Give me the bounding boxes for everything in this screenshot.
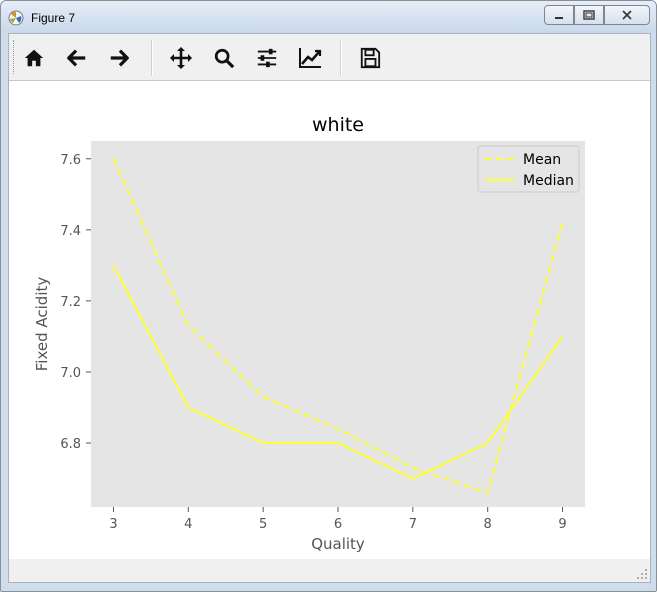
pan-button[interactable] bbox=[166, 43, 196, 73]
line-chart: white Quality Fixed Acidity 3 4 5 6 7 8 9 6.8 7.… bbox=[33, 114, 585, 553]
back-button[interactable] bbox=[62, 43, 92, 73]
x-tick-label: 7 bbox=[409, 517, 417, 532]
y-tick-label: 7.4 bbox=[60, 224, 81, 239]
toolbar-separator bbox=[151, 40, 153, 76]
home-button[interactable] bbox=[19, 43, 49, 73]
save-button[interactable] bbox=[355, 43, 385, 73]
close-icon bbox=[622, 10, 632, 20]
restore-icon bbox=[583, 10, 595, 20]
y-tick-label: 7.2 bbox=[60, 295, 81, 310]
edit-axis-button[interactable] bbox=[295, 43, 325, 73]
forward-arrow-icon bbox=[110, 49, 129, 67]
minimize-button[interactable] bbox=[544, 5, 574, 25]
x-tick-label: 4 bbox=[184, 517, 192, 532]
forward-button[interactable] bbox=[104, 43, 134, 73]
toolbar-separator bbox=[340, 40, 342, 76]
navigation-toolbar bbox=[9, 34, 650, 81]
plot-area bbox=[91, 141, 585, 507]
pan-icon bbox=[170, 47, 192, 69]
toolbar-grip[interactable] bbox=[13, 40, 17, 74]
figure-client-area: white Quality Fixed Acidity 3 4 5 6 7 8 9 6.8 7.… bbox=[8, 33, 651, 583]
chart-title: white bbox=[312, 114, 364, 136]
chart-legend: Mean Median bbox=[477, 145, 580, 193]
x-tick-label: 6 bbox=[334, 517, 342, 532]
back-arrow-icon bbox=[67, 49, 86, 67]
minimize-icon bbox=[555, 17, 563, 19]
legend-label-median: Median bbox=[523, 173, 574, 189]
x-tick-label: 8 bbox=[484, 517, 492, 532]
configure-subplots-button[interactable] bbox=[252, 43, 282, 73]
window-title: Figure 7 bbox=[31, 11, 76, 25]
y-tick-label: 6.8 bbox=[60, 437, 81, 452]
x-tick-label: 3 bbox=[109, 517, 117, 532]
title-bar[interactable]: Figure 7 bbox=[1, 1, 656, 33]
home-icon bbox=[24, 49, 44, 67]
edit-axis-icon bbox=[299, 48, 322, 68]
x-axis-label: Quality bbox=[311, 535, 365, 553]
status-bar bbox=[9, 559, 650, 582]
y-tick-label: 7.0 bbox=[60, 366, 81, 381]
zoom-button[interactable] bbox=[209, 43, 239, 73]
series-line-mean bbox=[112, 158, 564, 495]
y-tick-label: 7.6 bbox=[60, 153, 81, 168]
matplotlib-app-icon bbox=[8, 10, 24, 26]
save-icon bbox=[360, 47, 381, 69]
legend-label-mean: Mean bbox=[523, 152, 561, 168]
x-tick-label: 9 bbox=[558, 517, 566, 532]
zoom-icon bbox=[214, 48, 235, 69]
series-line-median bbox=[112, 264, 564, 480]
x-tick-label: 5 bbox=[259, 517, 267, 532]
figure-canvas[interactable]: white Quality Fixed Acidity 3 4 5 6 7 8 9 6.8 7.… bbox=[9, 81, 650, 559]
close-button[interactable] bbox=[604, 5, 650, 25]
resize-grip-icon[interactable] bbox=[636, 568, 648, 580]
configure-subplots-icon bbox=[257, 48, 277, 68]
y-axis-label: Fixed Acidity bbox=[33, 277, 51, 372]
maximize-button[interactable] bbox=[574, 5, 604, 25]
